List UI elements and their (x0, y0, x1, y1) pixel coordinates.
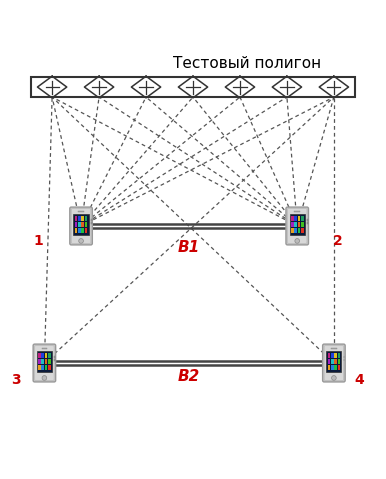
Bar (41, 359, 44, 364)
Bar (38, 365, 41, 370)
Bar (78, 228, 81, 233)
Bar (338, 353, 340, 358)
Bar (298, 222, 300, 227)
Bar (331, 365, 334, 370)
Bar (328, 359, 330, 364)
FancyBboxPatch shape (324, 346, 344, 380)
Bar (307, 219, 308, 221)
Bar (301, 216, 303, 221)
Text: 3: 3 (11, 374, 20, 388)
Bar (48, 365, 51, 370)
Bar (331, 359, 334, 364)
FancyBboxPatch shape (70, 207, 92, 245)
Bar (45, 365, 47, 370)
Bar (75, 222, 77, 227)
Bar (334, 353, 337, 358)
Text: 2: 2 (333, 234, 343, 249)
Bar (81, 216, 84, 221)
Bar (45, 353, 47, 358)
Bar (85, 222, 87, 227)
Bar (291, 216, 293, 221)
Bar (294, 216, 297, 221)
Bar (307, 222, 308, 224)
Circle shape (42, 376, 47, 380)
Bar (295, 211, 300, 212)
Text: 4: 4 (354, 374, 364, 388)
FancyBboxPatch shape (33, 344, 56, 382)
Circle shape (332, 376, 336, 380)
Bar (38, 359, 41, 364)
FancyBboxPatch shape (288, 209, 307, 243)
Bar (81, 228, 84, 233)
Bar (45, 359, 47, 364)
Bar (37, 351, 52, 372)
Text: 1: 1 (34, 234, 44, 249)
Bar (298, 216, 300, 221)
Bar (294, 228, 297, 233)
Bar (334, 359, 337, 364)
FancyBboxPatch shape (35, 346, 54, 380)
Bar (54, 356, 55, 358)
Bar (81, 222, 84, 227)
Bar (326, 351, 342, 372)
Bar (290, 214, 305, 235)
Bar (334, 365, 337, 370)
Bar (38, 353, 41, 358)
Bar (48, 353, 51, 358)
Text: B2: B2 (178, 369, 200, 384)
Bar (42, 348, 47, 349)
FancyBboxPatch shape (286, 207, 308, 245)
Bar (331, 353, 334, 358)
Text: Тестовый полигон: Тестовый полигон (173, 56, 321, 71)
Bar (338, 365, 340, 370)
FancyBboxPatch shape (323, 344, 345, 382)
Bar (78, 211, 84, 212)
Bar (54, 359, 55, 361)
Bar (301, 222, 303, 227)
Bar (298, 228, 300, 233)
Text: B1: B1 (178, 240, 200, 255)
Bar (85, 216, 87, 221)
Circle shape (295, 239, 300, 243)
Bar (31, 77, 355, 97)
Circle shape (79, 239, 83, 243)
Bar (331, 348, 337, 349)
Bar (85, 228, 87, 233)
Bar (41, 353, 44, 358)
Bar (75, 228, 77, 233)
Bar (328, 353, 330, 358)
Bar (294, 222, 297, 227)
Bar (41, 365, 44, 370)
Bar (48, 359, 51, 364)
Bar (301, 228, 303, 233)
Bar (338, 359, 340, 364)
Bar (78, 216, 81, 221)
Bar (291, 228, 293, 233)
Bar (73, 214, 89, 235)
Bar (75, 216, 77, 221)
FancyBboxPatch shape (71, 209, 91, 243)
Bar (291, 222, 293, 227)
Bar (78, 222, 81, 227)
Bar (328, 365, 330, 370)
